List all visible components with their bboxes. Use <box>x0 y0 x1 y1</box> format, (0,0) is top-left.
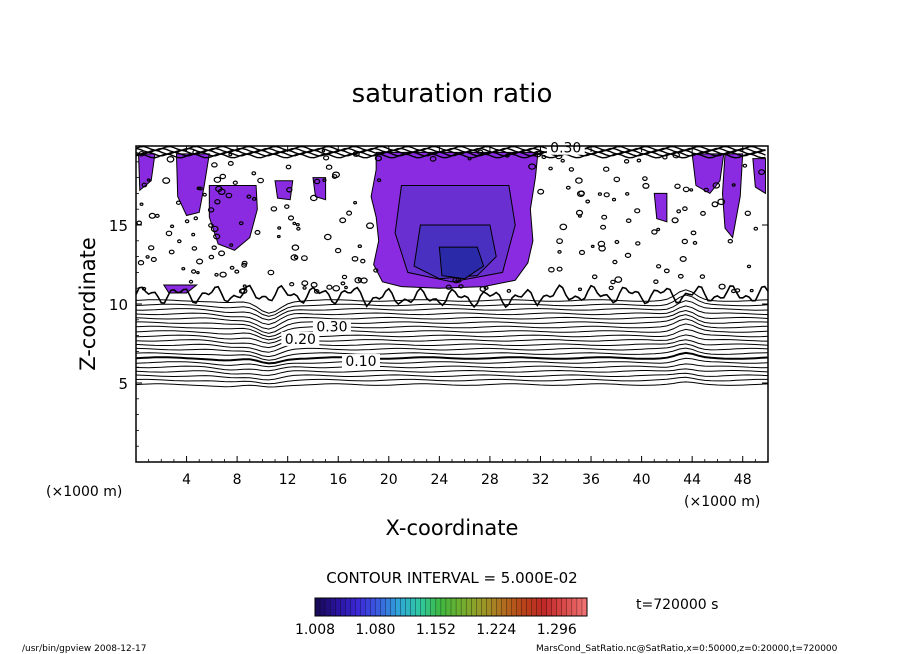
fill-region-f <box>721 153 744 239</box>
contour-lines <box>135 145 769 388</box>
x-tick-label-10: 44 <box>683 472 701 488</box>
colorbar-label-1: 1.080 <box>355 622 395 638</box>
x-tick-label-1: 8 <box>233 472 242 488</box>
x-tick-label-11: 48 <box>734 472 752 488</box>
x-tick-label-0: 4 <box>182 472 191 488</box>
x-tick-label-4: 20 <box>380 472 398 488</box>
y-tick-label-0: 5 <box>118 375 128 393</box>
colorbar-label-3: 1.224 <box>476 622 516 638</box>
fill-region-b <box>175 153 210 217</box>
x-tick-label-2: 12 <box>279 472 297 488</box>
x-axis-label: X-coordinate <box>386 516 519 540</box>
fill-region-g <box>752 158 766 195</box>
colorbar-frame <box>314 597 588 617</box>
x-tick-label-9: 40 <box>633 472 651 488</box>
x-tick-label-3: 16 <box>329 472 347 488</box>
colorbar-label-0: 1.008 <box>295 622 335 638</box>
plot-area: 0.100.200.300.30 4 8 12 16 20 24 28 32 36 40 44 485… <box>109 140 769 488</box>
x-unit-left: (×1000 m) <box>46 484 122 500</box>
saturation-fill-regions <box>138 151 766 294</box>
fill-region-i <box>274 180 294 201</box>
colorbar-label-4: 1.296 <box>537 622 577 638</box>
y-tick-label-2: 15 <box>109 217 128 235</box>
colorbar-label-2: 1.152 <box>416 622 456 638</box>
fill-region-a <box>138 153 156 192</box>
colorbar: 1.008 1.080 1.152 1.224 1.296 <box>295 597 588 638</box>
contour-labels: 0.100.200.300.30 <box>281 140 585 370</box>
y-axis-label: Z-coordinate <box>76 237 100 371</box>
fill-region-e <box>691 153 725 195</box>
contour-label-2: 0.30 <box>316 319 347 335</box>
x-tick-label-8: 36 <box>582 472 600 488</box>
footer-right: MarsCond_SatRatio.nc@SatRatio,x=0:50000,… <box>536 644 838 654</box>
x-unit-right: (×1000 m) <box>684 494 760 510</box>
fill-region-c <box>208 185 258 251</box>
fill-region-h <box>653 192 668 223</box>
contour-label-3: 0.30 <box>550 141 581 157</box>
fill-region-main-core <box>438 246 485 280</box>
x-tick-label-6: 28 <box>481 472 499 488</box>
chart-title: saturation ratio <box>352 79 553 109</box>
x-tick-label-7: 32 <box>532 472 550 488</box>
x-tick-label-5: 24 <box>430 472 448 488</box>
contour-label-1: 0.20 <box>285 332 316 348</box>
y-tick-label-1: 10 <box>109 296 128 314</box>
contour-interval: CONTOUR INTERVAL = 5.000E-02 <box>326 569 577 587</box>
time-label: t=720000 s <box>636 597 718 613</box>
footer-left: /usr/bin/gpview 2008-12-17 <box>22 644 146 654</box>
contour-label-0: 0.10 <box>345 354 376 370</box>
